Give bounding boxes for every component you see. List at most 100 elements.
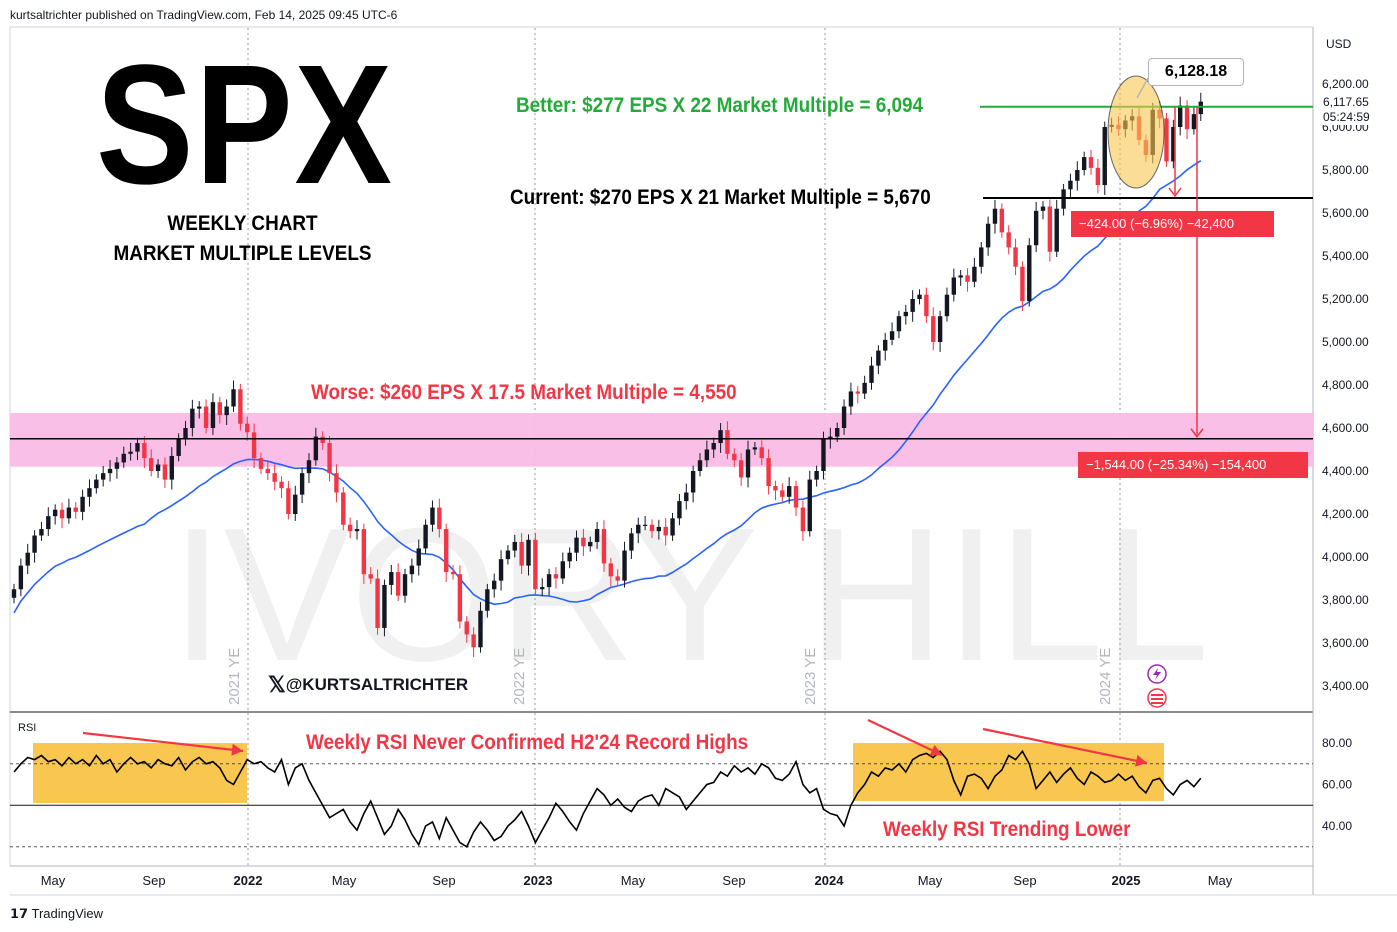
candle-body: [409, 565, 415, 575]
candle-body: [238, 389, 243, 424]
candle-body: [663, 526, 668, 536]
candle-body: [59, 509, 65, 519]
time-tick-label: 2022: [234, 873, 263, 888]
publish-header: kurtsaltrichter published on TradingView…: [10, 8, 398, 22]
candle-body: [87, 488, 92, 497]
candle-body: [917, 294, 922, 299]
candle-body: [951, 277, 957, 295]
time-tick-label: Sep: [722, 873, 745, 888]
candles-layer: [11, 92, 1203, 658]
price-tick-label: 3,800.00: [1322, 593, 1369, 607]
candle-body: [725, 430, 730, 454]
candle-body: [197, 406, 202, 409]
candle-body: [169, 455, 174, 480]
candle-body: [1075, 170, 1080, 181]
candle-body: [670, 518, 675, 536]
candle-body: [560, 561, 565, 579]
year-end-label: 2024 YE: [1097, 648, 1114, 705]
candle-body: [526, 539, 531, 566]
time-axis[interactable]: May Sep 2022 May Sep 2023 May Sep 2024 May Sep 2025…: [41, 873, 1233, 888]
rsi-layer: [10, 719, 1313, 848]
current-scenario-label: Current: $270 EPS X 21 Market Multiple =…: [510, 186, 931, 209]
year-end-label: 2023 YE: [802, 648, 819, 705]
rsi-line: [13, 749, 1202, 848]
candle-body: [354, 529, 360, 532]
candle-body: [821, 438, 826, 471]
candle-body: [985, 223, 991, 248]
candle-body: [1068, 180, 1073, 190]
candle-body: [759, 447, 764, 459]
candle-body: [18, 565, 24, 590]
candle-body: [121, 453, 126, 463]
measure-arrowhead-large: [1190, 428, 1204, 438]
candle-body: [855, 391, 860, 394]
candle-body: [780, 490, 785, 497]
candle-body: [485, 589, 490, 611]
candle-body: [567, 552, 572, 562]
rsi-bottom-annotation: Weekly RSI Trending Lower: [883, 818, 1131, 841]
candle-body: [306, 460, 312, 474]
candle-body: [752, 447, 758, 450]
candle-body: [293, 494, 298, 514]
candle-body: [704, 449, 710, 461]
candle-body: [786, 486, 792, 497]
price-axis[interactable]: 6,200.006,000.005,800.005,600.005,400.00…: [1322, 77, 1369, 833]
candle-body: [210, 402, 216, 428]
candle-body: [711, 443, 716, 450]
candle-body: [540, 587, 545, 590]
candle-body: [588, 541, 593, 547]
rsi-trend-arrow: [867, 719, 943, 756]
candle-body: [1164, 118, 1169, 162]
rsi-trend-arrow: [82, 731, 244, 753]
candle-body: [464, 621, 469, 635]
candle-body: [766, 458, 771, 487]
candle-body: [1061, 189, 1066, 209]
candle-body: [224, 406, 229, 416]
rsi-trend-arrowhead: [231, 743, 243, 756]
time-tick-label: May: [1208, 873, 1233, 888]
candle-body: [1095, 167, 1101, 186]
candle-body: [1171, 127, 1176, 162]
candle-body: [176, 438, 181, 456]
candle-body: [498, 559, 504, 581]
candle-body: [1013, 247, 1018, 267]
candle-body: [690, 471, 696, 493]
candle-body: [402, 574, 408, 596]
subtitle-line1: WEEKLY CHART: [167, 212, 318, 235]
currency-label[interactable]: USD: [1326, 37, 1352, 51]
candle-body: [1178, 105, 1183, 127]
candle-body: [965, 275, 970, 282]
candle-body: [299, 473, 305, 495]
candle-body: [389, 572, 394, 585]
candle-body: [697, 460, 703, 471]
year-end-label: 2022 YE: [511, 648, 528, 705]
candle-body: [546, 574, 552, 588]
event-icons[interactable]: [1143, 662, 1173, 712]
price-tick-label: 6,200.00: [1322, 77, 1369, 91]
rsi-trend-arrowhead: [1135, 754, 1147, 767]
candle-body: [1184, 105, 1190, 130]
candle-body: [718, 430, 723, 444]
rsi-highlight-box: [853, 743, 1164, 801]
candle-body: [608, 563, 614, 577]
candle-body: [883, 339, 888, 351]
rsi-highlight-box: [33, 743, 247, 803]
candle-body: [732, 453, 737, 461]
year-end-labels: 2021 YE 2022 YE 2023 YE 2024 YE: [226, 648, 1114, 705]
candle-body: [505, 550, 511, 560]
time-tick-label: 2024: [815, 873, 845, 888]
candle-body: [1033, 210, 1039, 246]
price-tick-label: 5,600.00: [1322, 206, 1369, 220]
candle-body: [11, 589, 17, 598]
candle-body: [622, 550, 627, 581]
ticker-title: SPX: [96, 30, 394, 220]
candle-body: [876, 350, 881, 366]
author-handle-text: @KURTSALTRICHTER: [285, 675, 469, 694]
tradingview-footer[interactable]: 𝟭𝟳 TradingView: [10, 906, 103, 922]
candle-body: [800, 507, 806, 532]
flag-stripe: [1151, 698, 1163, 700]
better-scenario-label: Better: $277 EPS X 22 Market Multiple = …: [516, 94, 924, 117]
candle-body: [828, 436, 833, 439]
rsi-pane-label: RSI: [18, 722, 36, 734]
candle-body: [107, 468, 113, 474]
